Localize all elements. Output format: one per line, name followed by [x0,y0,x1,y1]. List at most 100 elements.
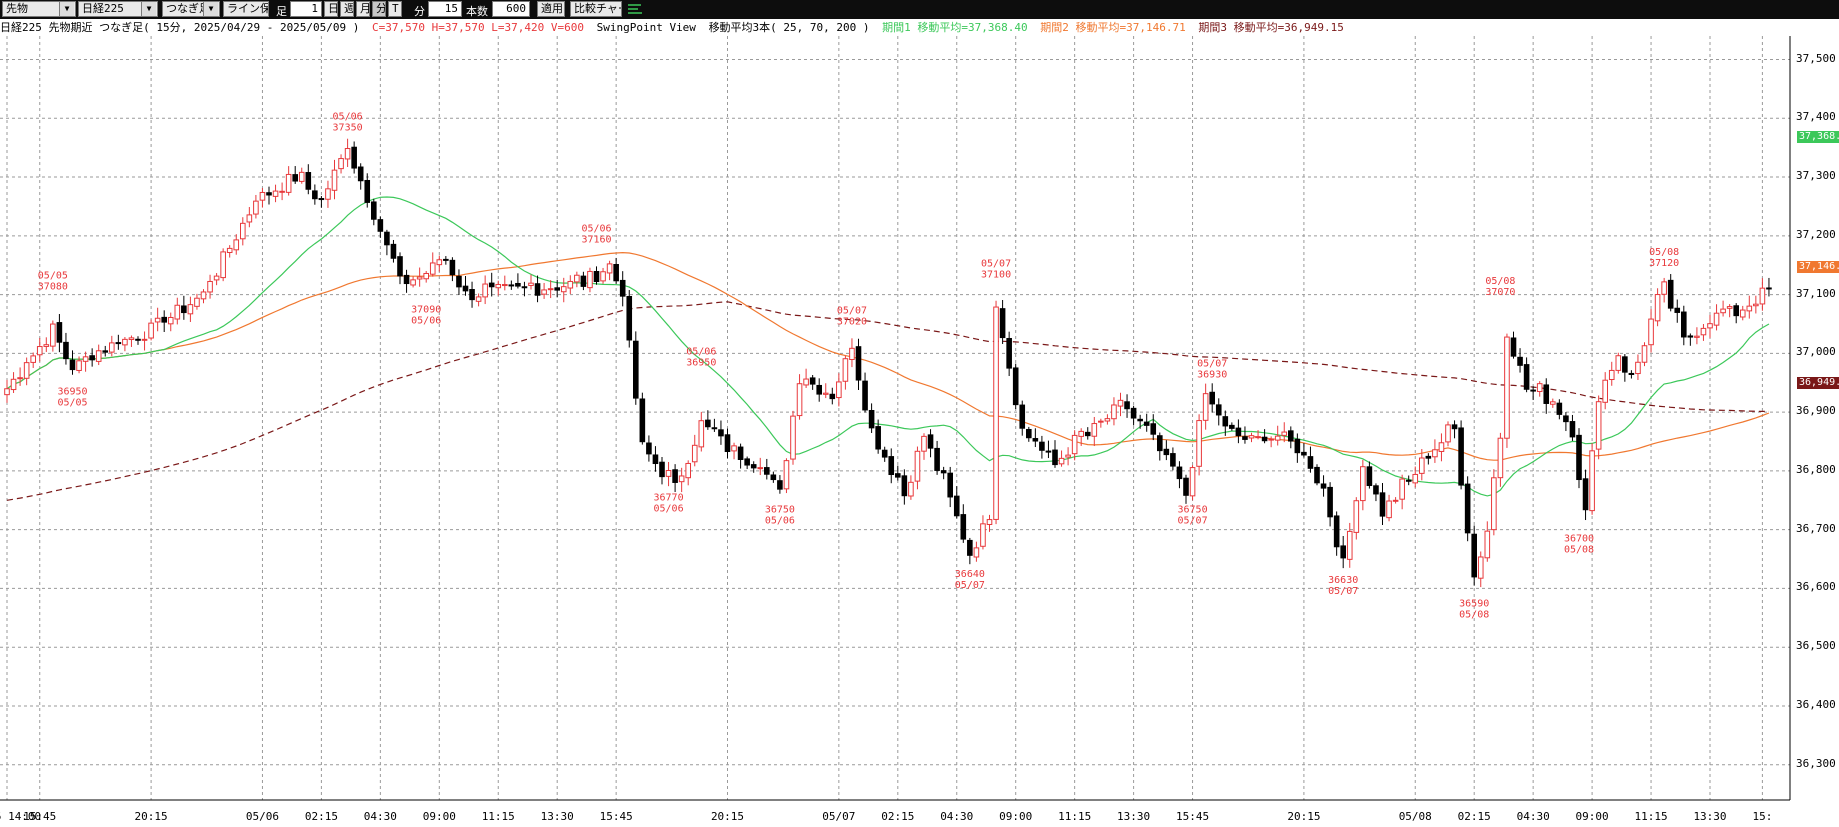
candle-down [305,164,312,195]
candle-body [1366,466,1373,487]
candle-body [1261,436,1268,442]
continuity-select[interactable]: つなぎ足 [162,1,220,17]
candle-up [1386,494,1392,522]
candle-up [1255,430,1261,440]
candle-up [331,159,338,200]
candle-body [1517,356,1523,366]
candle-up [973,541,980,562]
swing-point-label: 37120 [1649,258,1679,269]
candle-up [1700,324,1707,341]
swing-point-label: 36750 [1177,504,1207,515]
candle-down [371,198,377,226]
candle-body [423,272,429,280]
candle-body [82,356,89,362]
candle-body [980,523,986,547]
candle-body [1235,427,1242,437]
candle-down [659,456,665,485]
candle-body [187,304,194,315]
candle-up [796,374,803,420]
minute-button[interactable]: 分 [372,1,386,17]
candle-body [475,296,482,302]
candle-up [678,467,685,493]
candle-up [698,411,705,452]
candle-down [449,257,456,282]
candle-up [429,252,436,277]
compare-chart-button[interactable]: 比較チャート [570,1,622,17]
candle-up [803,368,809,388]
candle-up [475,293,482,307]
candle-down [1032,428,1039,448]
candle-body [1694,335,1700,338]
swing-point-label: 37070 [1485,287,1515,298]
swing-point-label: 05/07 [837,306,867,317]
candle-body [1510,337,1517,357]
weekly-button[interactable]: 週 [340,1,354,17]
swing-point-label: 05/06 [411,315,441,326]
candle-body [181,305,187,314]
candle-up [410,276,416,288]
candle-down [1543,378,1550,414]
ma25-line [6,196,1770,497]
monthly-button[interactable]: 月 [356,1,370,17]
candle-up [482,275,488,305]
candle-down [580,271,587,291]
candle-up [1078,428,1085,446]
candle-body [849,347,855,361]
candle-down [456,269,462,296]
interval-input[interactable]: 1 [290,1,322,17]
candle-body [1320,483,1327,489]
candle-body [95,350,102,362]
chart-lines-icon[interactable] [627,2,643,16]
candle-up [1759,278,1766,311]
candle-up [285,166,292,196]
candle-down [1366,461,1373,489]
candle-up [980,515,986,550]
candle-up [547,280,554,299]
minutes-input[interactable]: 15 [428,1,462,17]
candle-body [318,198,325,201]
candle-body [1576,434,1582,481]
index-select[interactable]: 日経225 [78,1,158,17]
candle-down [1012,363,1019,409]
time-tick-label: 15:45 [599,810,633,823]
contract-type-select[interactable]: 先物 [2,1,76,17]
candle-up [914,446,921,490]
candle-down [1019,400,1026,436]
candle-up [1091,416,1098,447]
candle-up [109,335,115,357]
candle-body [1405,479,1412,482]
candle-body [1150,423,1157,435]
candle-up [253,194,259,219]
save-lines-button[interactable]: ライン保存 [223,1,269,17]
candle-down [135,336,141,345]
candle-body [1491,477,1497,531]
candle-body [626,295,633,341]
ma3-readout: 期間3 移動平均=36,949.15 [1198,21,1344,34]
candle-down [718,420,724,445]
candle-down [1143,413,1150,432]
candle-down [967,537,973,565]
candle-down [770,471,777,483]
candle-body [1130,407,1137,419]
candle-body [1215,404,1222,416]
candle-down [593,266,600,285]
apply-button[interactable]: 適用 [537,1,565,17]
bars-input[interactable]: 600 [492,1,530,17]
candle-up [1595,395,1602,460]
candle-up [4,379,10,403]
swing-point-label: 05/08 [1649,247,1679,258]
candle-body [1720,308,1726,314]
candle-body [371,201,377,220]
candle-up [1746,295,1753,319]
candle-body [1373,485,1379,495]
candle-down [711,418,718,432]
tick-button[interactable]: T [388,1,402,17]
candle-up [226,245,233,258]
candle-body [986,519,993,525]
swing-point-label: 05/05 [38,270,68,281]
candle-down [266,186,272,205]
candle-body [1281,431,1288,436]
daily-button[interactable]: 日 [324,1,338,17]
candle-down [1170,447,1176,471]
